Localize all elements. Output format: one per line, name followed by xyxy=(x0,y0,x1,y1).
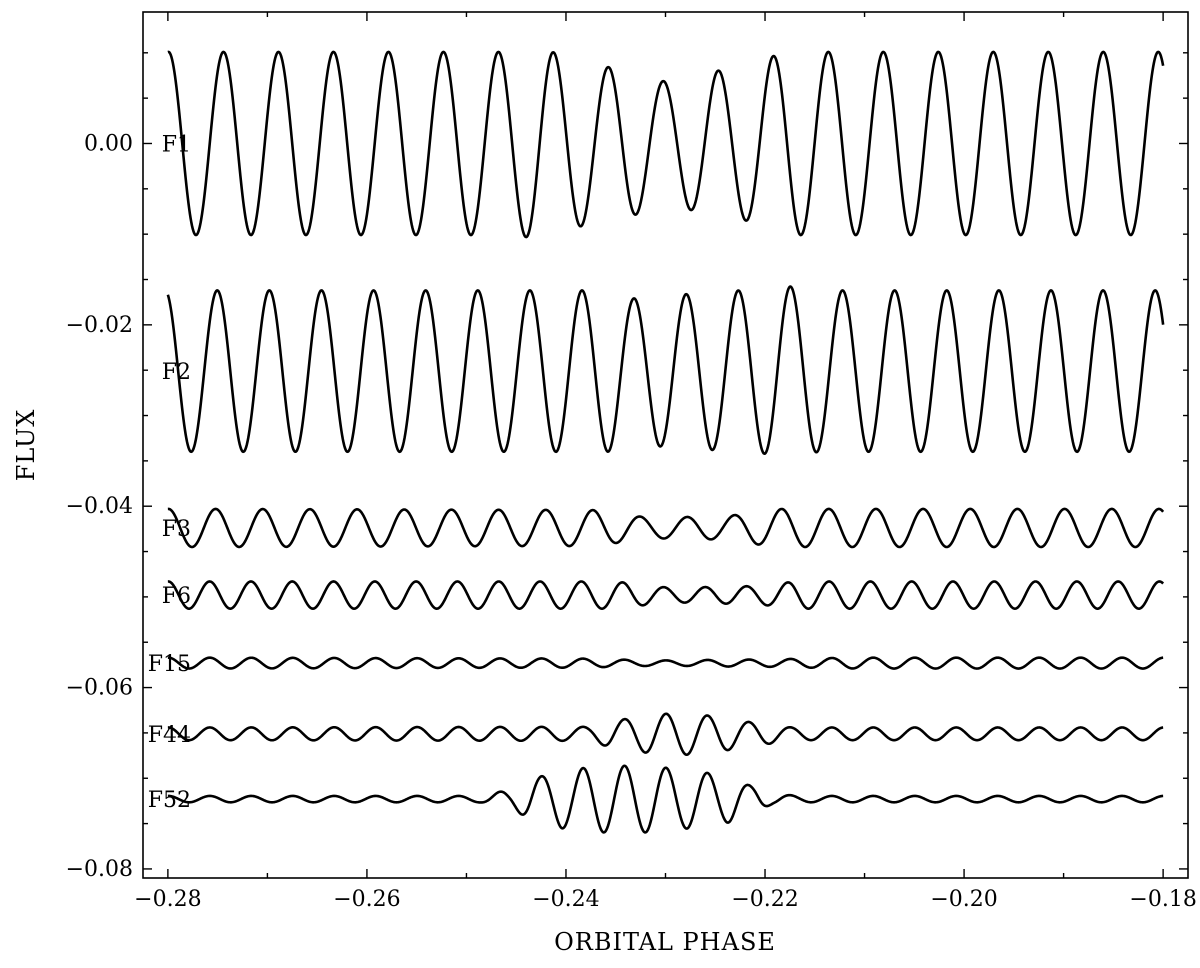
y-tick-label: −0.04 xyxy=(66,494,133,519)
y-tick-label: 0.00 xyxy=(84,131,133,156)
series-label-f6: F6 xyxy=(162,584,191,609)
x-tick-label: −0.22 xyxy=(731,887,798,912)
series-label-f1: F1 xyxy=(162,132,191,157)
series-label-f2: F2 xyxy=(162,360,191,385)
y-tick-label: −0.08 xyxy=(66,857,133,882)
series-curve-f52 xyxy=(167,764,1164,834)
series-label-f15: F15 xyxy=(148,652,191,677)
series-curve-f2 xyxy=(166,285,1165,456)
series-curve-f44 xyxy=(167,712,1164,757)
x-axis-title: ORBITAL PHASE xyxy=(554,928,776,956)
y-axis-title: FLUX xyxy=(12,409,40,482)
series-label-f3: F3 xyxy=(162,517,191,542)
series-label-f44: F44 xyxy=(148,723,191,748)
axis-tick-labels: −0.28 −0.26 −0.24 −0.22 −0.20 −0.18 0.00 −0.02 −… xyxy=(66,131,1197,912)
series-curve-f6 xyxy=(167,580,1165,610)
axis-ticks xyxy=(143,12,1188,878)
x-tick-label: −0.28 xyxy=(134,887,201,912)
x-tick-label: −0.20 xyxy=(930,887,997,912)
x-tick-label: −0.24 xyxy=(532,887,599,912)
series-curves xyxy=(166,50,1165,834)
y-tick-label: −0.06 xyxy=(66,676,133,701)
series-curve-f3 xyxy=(167,507,1165,549)
series-labels: F1 F2 F3 F6 F15 F44 F52 xyxy=(148,132,191,813)
x-tick-label: −0.18 xyxy=(1129,887,1196,912)
series-curve-f1 xyxy=(167,50,1165,239)
series-curve-f15 xyxy=(167,656,1164,670)
y-tick-label: −0.02 xyxy=(66,313,133,338)
x-tick-label: −0.26 xyxy=(333,887,400,912)
series-label-f52: F52 xyxy=(148,788,191,813)
